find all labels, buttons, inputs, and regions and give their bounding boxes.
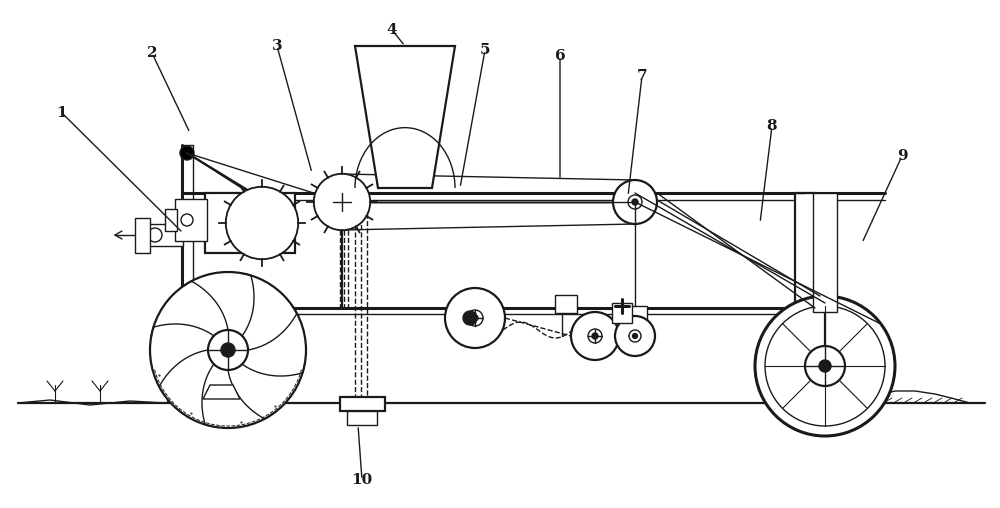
Polygon shape xyxy=(355,46,455,188)
Text: 1: 1 xyxy=(57,106,67,120)
Circle shape xyxy=(632,199,638,205)
Circle shape xyxy=(445,288,505,348)
Bar xyxy=(795,193,815,308)
Bar xyxy=(145,224,183,246)
Circle shape xyxy=(249,210,275,236)
Bar xyxy=(612,303,632,323)
Text: 5: 5 xyxy=(480,43,490,57)
Text: 8: 8 xyxy=(767,119,777,133)
Bar xyxy=(623,306,647,336)
Circle shape xyxy=(181,214,193,226)
Text: 2: 2 xyxy=(147,46,157,60)
Bar xyxy=(168,393,223,401)
Circle shape xyxy=(180,146,194,160)
Circle shape xyxy=(463,311,477,325)
Bar xyxy=(135,218,150,253)
Circle shape xyxy=(819,360,831,372)
Circle shape xyxy=(592,333,598,339)
Circle shape xyxy=(467,310,483,326)
Text: 4: 4 xyxy=(387,23,397,37)
Polygon shape xyxy=(203,385,240,399)
Bar xyxy=(555,295,577,313)
Bar xyxy=(340,397,385,411)
Circle shape xyxy=(257,218,267,228)
Circle shape xyxy=(755,296,895,436)
Circle shape xyxy=(314,174,370,230)
Bar xyxy=(175,199,207,241)
Circle shape xyxy=(314,174,370,230)
Circle shape xyxy=(472,315,478,321)
Circle shape xyxy=(338,199,346,206)
Circle shape xyxy=(805,346,845,386)
Text: 6: 6 xyxy=(555,49,565,63)
Text: 10: 10 xyxy=(351,473,373,487)
Circle shape xyxy=(226,187,298,259)
Circle shape xyxy=(150,272,306,428)
Bar xyxy=(813,193,837,312)
Circle shape xyxy=(588,329,602,343)
Circle shape xyxy=(571,312,619,360)
Circle shape xyxy=(333,193,351,211)
Circle shape xyxy=(221,343,235,357)
Text: 7: 7 xyxy=(637,69,647,83)
Bar xyxy=(165,209,177,231)
Circle shape xyxy=(613,180,657,224)
Bar xyxy=(347,411,377,425)
Circle shape xyxy=(615,316,655,356)
Circle shape xyxy=(629,330,641,342)
Circle shape xyxy=(633,333,638,338)
Text: 9: 9 xyxy=(897,149,907,163)
Circle shape xyxy=(260,195,280,215)
Circle shape xyxy=(208,330,248,370)
Circle shape xyxy=(266,201,274,209)
Bar xyxy=(205,193,295,253)
Circle shape xyxy=(765,306,885,426)
Circle shape xyxy=(148,228,162,242)
Text: 3: 3 xyxy=(272,39,282,53)
Circle shape xyxy=(628,195,642,209)
Circle shape xyxy=(226,187,298,259)
